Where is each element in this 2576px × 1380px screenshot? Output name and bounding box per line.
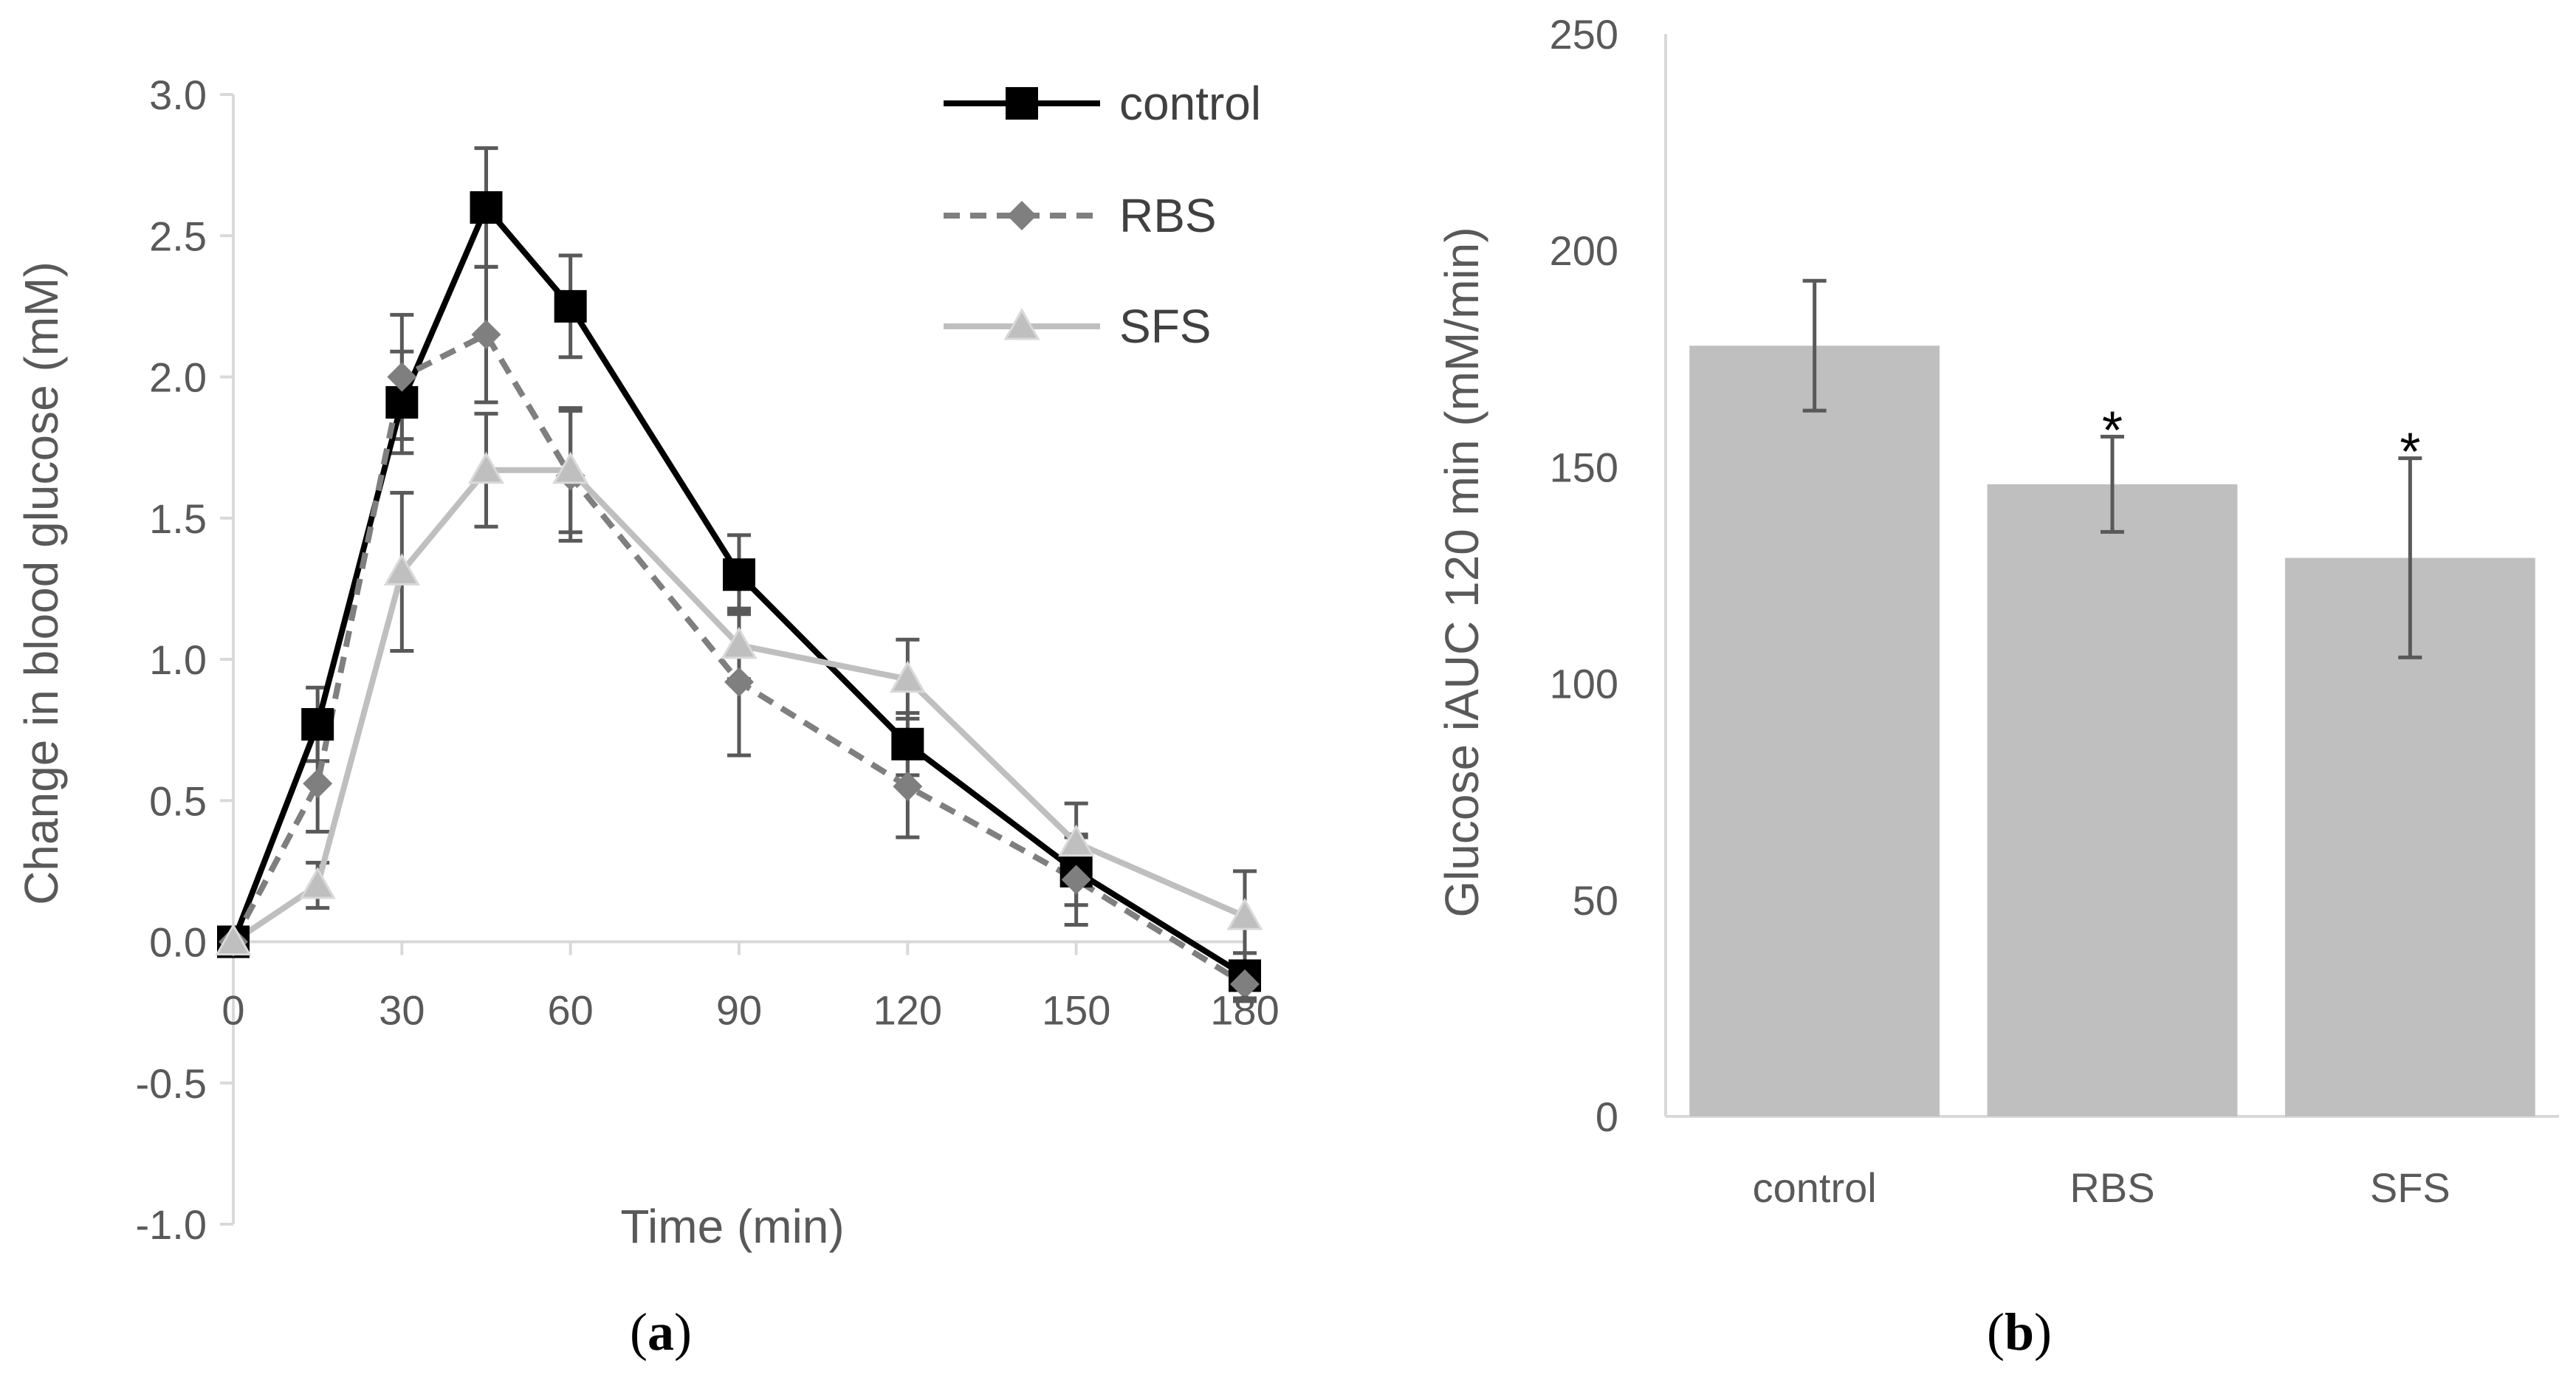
- bar-chart-tick-labels: 250 200 150 100 50 0 control RBS SFS: [1550, 11, 2450, 1211]
- x-tick-label: 120: [873, 987, 942, 1034]
- sfs-data-point: [721, 626, 758, 659]
- significance-marker-sfs: *: [2400, 423, 2420, 482]
- rbs-data-point: [387, 362, 417, 392]
- x-category-label-sfs: SFS: [2370, 1164, 2450, 1211]
- line-chart-axes: [220, 93, 1246, 1226]
- y-tick-label: 0: [1596, 1094, 1618, 1140]
- sfs-data-point: [1226, 898, 1263, 930]
- x-tick-label: 30: [379, 987, 425, 1034]
- bar-chart-error-bars: * *: [1802, 278, 2422, 659]
- sfs-data-point: [299, 866, 336, 899]
- panel-label-a-letter: a: [648, 1302, 674, 1362]
- line-chart-y-axis-title: Change in blood glucose (mM): [15, 261, 68, 905]
- rbs-data-point: [471, 320, 501, 350]
- bar-chart-bars: [1689, 346, 2535, 1116]
- panel-label-b-close: ): [2034, 1302, 2052, 1362]
- rbs-data-point: [1230, 969, 1260, 999]
- sfs-data-point: [552, 451, 589, 484]
- control-data-point: [723, 558, 755, 591]
- x-category-label-control: control: [1753, 1164, 1877, 1211]
- y-tick-label: 1.0: [149, 636, 207, 683]
- panel-label-a-close: ): [674, 1302, 692, 1362]
- y-tick-label: -0.5: [136, 1060, 207, 1107]
- rbs-data-point: [893, 772, 923, 802]
- significance-marker-rbs: *: [2102, 401, 2123, 460]
- y-tick-label: 0.0: [149, 919, 207, 966]
- panel-label-b-open: (: [1987, 1302, 2005, 1362]
- y-tick-label: 3.0: [149, 72, 207, 118]
- x-tick-label: 60: [548, 987, 594, 1034]
- panel-label-b-letter: b: [2005, 1302, 2034, 1362]
- line-chart-markers: [215, 191, 1263, 999]
- legend-label-sfs: SFS: [1119, 300, 1211, 353]
- line-chart-tick-labels: 3.0 2.5 2.0 1.5 1.0 0.5 0.0 -0.5 -1.0 0 30 60 90 120 1…: [136, 72, 1280, 1248]
- sfs-data-point: [383, 553, 420, 586]
- rbs-data-point: [1061, 865, 1091, 895]
- x-tick-label: 0: [221, 987, 244, 1034]
- rbs-data-point: [724, 667, 754, 697]
- control-data-point: [470, 191, 503, 224]
- sfs-data-point: [215, 923, 252, 955]
- bar-rbs: [1987, 484, 2238, 1116]
- y-tick-label: 150: [1550, 444, 1618, 490]
- control-data-point: [301, 707, 334, 741]
- y-tick-label: 100: [1550, 661, 1618, 707]
- y-tick-label: -1.0: [136, 1201, 207, 1248]
- sfs-data-point: [467, 451, 505, 484]
- y-tick-label: 1.5: [149, 495, 207, 542]
- control-data-point: [554, 289, 587, 323]
- y-tick-label: 200: [1550, 227, 1618, 274]
- line-chart-legend: control RBS SFS: [944, 77, 1261, 353]
- sfs-data-point: [889, 660, 926, 693]
- bar-chart-y-axis-title: Glucose iAUC 120 min (mM/min): [1435, 227, 1488, 917]
- legend-label-rbs: RBS: [1119, 189, 1217, 242]
- legend-marker-rbs: [1007, 201, 1037, 230]
- rbs-data-point: [303, 769, 333, 799]
- x-tick-label: 150: [1042, 987, 1110, 1034]
- y-tick-label: 50: [1573, 877, 1618, 924]
- x-tick-label: 180: [1210, 987, 1279, 1034]
- panel-label-a: (a): [630, 1302, 692, 1362]
- line-chart-error-bars: [306, 146, 1257, 1003]
- legend-marker-control: [1006, 87, 1038, 120]
- control-data-point: [891, 727, 924, 761]
- y-tick-label: 2.0: [149, 354, 207, 401]
- y-tick-label: 0.5: [149, 777, 207, 824]
- x-category-label-rbs: RBS: [2070, 1164, 2154, 1211]
- panel-label-b: (b): [1987, 1302, 2052, 1362]
- x-tick-label: 90: [716, 987, 762, 1034]
- bar-control: [1689, 346, 1940, 1116]
- panel-label-a-open: (: [630, 1302, 648, 1362]
- legend-marker-sfs: [1003, 307, 1040, 340]
- y-tick-label: 2.5: [149, 213, 207, 259]
- line-chart-x-axis-title: Time (min): [620, 1200, 844, 1253]
- line-chart-panel: 3.0 2.5 2.0 1.5 1.0 0.5 0.0 -0.5 -1.0 0 30 60 90 120 1…: [15, 72, 1280, 1362]
- y-tick-label: 250: [1550, 11, 1618, 58]
- sfs-data-point: [1058, 824, 1095, 857]
- legend-label-control: control: [1119, 77, 1261, 130]
